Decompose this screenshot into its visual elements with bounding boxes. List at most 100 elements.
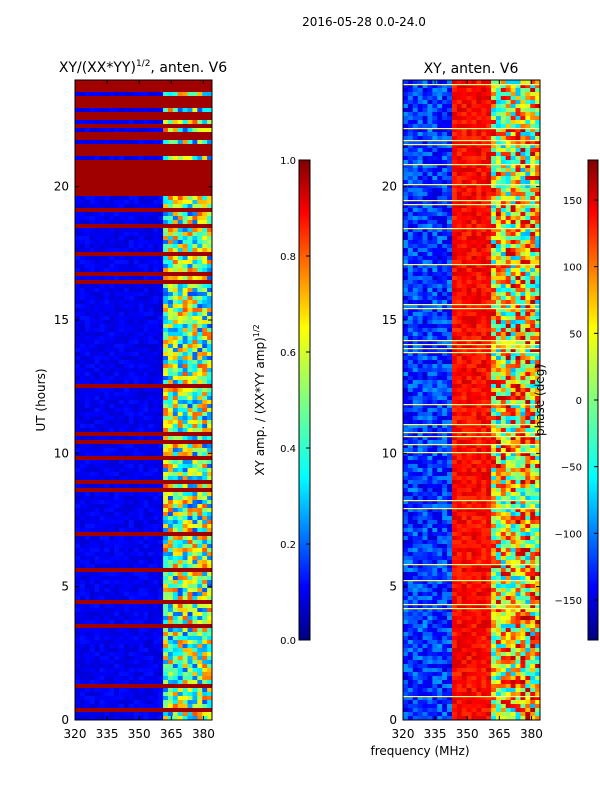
amp-cell bbox=[163, 240, 169, 245]
phase-cell bbox=[456, 232, 463, 237]
phase-cell bbox=[417, 212, 423, 217]
amp-cell bbox=[75, 368, 81, 373]
amp-cell bbox=[163, 472, 169, 477]
amp-cell bbox=[123, 240, 130, 245]
amp-cell bbox=[128, 508, 135, 513]
amp-cell bbox=[177, 696, 184, 701]
amp-cell bbox=[79, 412, 86, 417]
amp-cell bbox=[148, 264, 154, 269]
amp-cell bbox=[177, 680, 184, 685]
amp-cell bbox=[128, 196, 135, 201]
amp-cell bbox=[202, 260, 208, 265]
amp-cell bbox=[143, 604, 149, 609]
amp-cell bbox=[197, 464, 203, 469]
amp-cell bbox=[89, 632, 95, 637]
amp-cell bbox=[94, 716, 100, 720]
phase-cell bbox=[500, 256, 507, 261]
amp-cell bbox=[177, 336, 184, 341]
amp-cell bbox=[182, 608, 188, 613]
amp-cell bbox=[119, 120, 125, 125]
amp-cell bbox=[109, 256, 115, 261]
amp-cell bbox=[79, 316, 86, 321]
amp-cell bbox=[167, 672, 174, 677]
amp-cell bbox=[84, 608, 91, 613]
amp-cell bbox=[84, 564, 91, 569]
amp-cell bbox=[177, 536, 184, 541]
amp-cell bbox=[104, 424, 110, 429]
amp-cell bbox=[158, 576, 164, 581]
amp-cell bbox=[153, 596, 159, 601]
phase-cell bbox=[486, 220, 492, 225]
phase-cell bbox=[407, 160, 414, 165]
amp-cell bbox=[75, 496, 81, 501]
phase-cell bbox=[407, 300, 414, 305]
amp-cell bbox=[75, 712, 81, 717]
phase-cell bbox=[427, 208, 433, 213]
amp-cell bbox=[202, 592, 208, 597]
amp-cell bbox=[172, 324, 179, 329]
phase-cell bbox=[461, 192, 468, 197]
amp-cell bbox=[153, 448, 159, 453]
phase-cell bbox=[495, 192, 502, 197]
amp-cell bbox=[114, 716, 120, 720]
amp-cell bbox=[128, 248, 135, 253]
amp-cell bbox=[109, 652, 115, 657]
phase-cell bbox=[491, 208, 497, 213]
phase-cell bbox=[525, 192, 531, 197]
amp-cell bbox=[104, 552, 110, 557]
phase-cell bbox=[403, 252, 409, 257]
phase-cell bbox=[505, 216, 512, 221]
amp-cell bbox=[133, 332, 140, 337]
amp-cell bbox=[167, 204, 174, 209]
phase-cell bbox=[510, 280, 516, 285]
phase-cell bbox=[510, 100, 516, 105]
amp-cell bbox=[172, 704, 179, 709]
phase-cell bbox=[530, 180, 536, 185]
phase-cell bbox=[471, 268, 477, 273]
amp-cell bbox=[84, 580, 91, 585]
phase-cell bbox=[461, 88, 468, 93]
amp-cell bbox=[177, 416, 184, 421]
phase-cell bbox=[471, 104, 477, 109]
amp-cell bbox=[138, 200, 144, 205]
amp-cell bbox=[197, 396, 203, 401]
amp-cell bbox=[89, 268, 95, 273]
amp-cell bbox=[89, 404, 95, 409]
amp-cell bbox=[158, 348, 164, 353]
amp-cell bbox=[192, 576, 198, 581]
phase-cell bbox=[481, 284, 487, 289]
amp-cell bbox=[84, 320, 91, 325]
amp-cell bbox=[75, 512, 81, 517]
phase-cell bbox=[505, 268, 512, 273]
phase-cell bbox=[520, 88, 526, 93]
phase-cell bbox=[451, 280, 458, 285]
amp-cell bbox=[75, 472, 81, 477]
phase-cell bbox=[515, 280, 521, 285]
phase-cell bbox=[461, 220, 468, 225]
amp-cell bbox=[143, 496, 149, 501]
amp-cell bbox=[207, 420, 212, 425]
amp-cell bbox=[133, 616, 140, 621]
amp-cell bbox=[133, 292, 140, 297]
amp-cell bbox=[197, 696, 203, 701]
phase-cell bbox=[505, 176, 512, 181]
amp-cell bbox=[114, 268, 120, 273]
phase-cell bbox=[500, 136, 507, 141]
amp-cell bbox=[202, 632, 208, 637]
phase-cell bbox=[535, 160, 540, 165]
amp-cell bbox=[197, 240, 203, 245]
amp-cell bbox=[94, 696, 100, 701]
amp-cell bbox=[143, 332, 149, 337]
amp-cell bbox=[94, 588, 100, 593]
amp-cell bbox=[192, 644, 198, 649]
amp-cell bbox=[148, 216, 154, 221]
phase-cell bbox=[510, 160, 516, 165]
phase-cell bbox=[427, 220, 433, 225]
amp-cell bbox=[192, 212, 198, 217]
amp-cell bbox=[143, 316, 149, 321]
amp-cell bbox=[167, 364, 174, 369]
amp-cell bbox=[148, 352, 154, 357]
phase-cell bbox=[456, 292, 463, 297]
amp-cell bbox=[128, 596, 135, 601]
amp-cell bbox=[94, 620, 100, 625]
